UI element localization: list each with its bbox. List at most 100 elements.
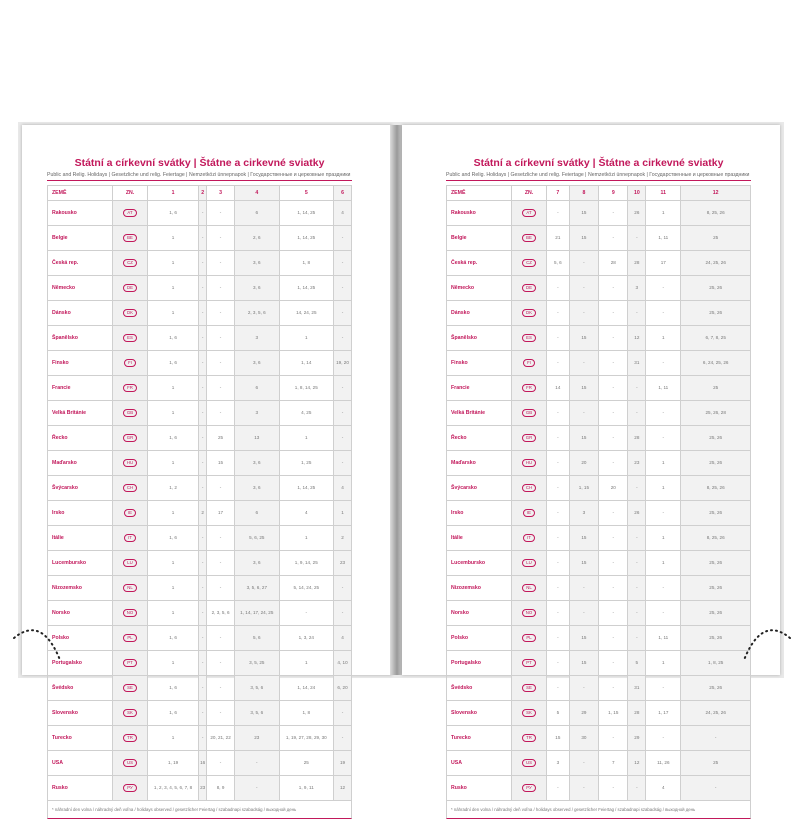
- table-row: Maďarsko HU -20-23 1 25, 26: [446, 450, 751, 476]
- country-name: Lucembursko: [446, 550, 512, 576]
- holiday-cell: 1, 6: [146, 675, 200, 701]
- holiday-cell: -: [333, 700, 352, 726]
- holiday-cell: -: [598, 550, 629, 576]
- holiday-cell: 5, 14, 24, 25: [278, 575, 335, 601]
- holiday-cell: -: [234, 750, 280, 776]
- header-month: 5: [278, 185, 335, 201]
- country-name: Norsko: [446, 600, 512, 626]
- holiday-cell: -: [645, 725, 682, 751]
- holiday-cell: 1, 2: [146, 475, 200, 501]
- holiday-cell: -: [206, 325, 236, 351]
- header-month: 4: [234, 185, 280, 201]
- country-name: Belgie: [47, 225, 113, 251]
- holiday-cell: 13: [234, 425, 280, 451]
- country-name: Španělsko: [446, 325, 512, 351]
- country-code-badge: DE: [123, 284, 137, 292]
- country-code-badge: TR: [522, 734, 536, 742]
- holiday-cell: -: [198, 575, 208, 601]
- holiday-cell: 2, 3, 5, 6: [206, 600, 236, 626]
- holiday-cell: 1, 17: [645, 700, 682, 726]
- holiday-cell: -: [568, 250, 600, 276]
- holiday-cell: -: [627, 375, 647, 401]
- holiday-cell: -: [198, 700, 208, 726]
- holiday-cell: 1, 19, 27, 28, 29, 30: [278, 725, 335, 751]
- holiday-cell: -: [198, 275, 208, 301]
- table-row: Irsko IE -3-26-25, 26: [446, 500, 751, 526]
- decorative-dotted-arc: [743, 629, 791, 661]
- table-row: Švýcarsko CH -1, 15 20-1 8, 25, 26: [446, 475, 751, 501]
- holiday-cell: -: [645, 675, 682, 701]
- holiday-cell: 1, 11: [645, 625, 682, 651]
- holiday-cell: 1, 25: [278, 450, 335, 476]
- holiday-cell: 1, 11: [645, 225, 682, 251]
- holiday-cell: 1: [146, 650, 200, 676]
- holiday-cell: 6, 24, 25, 26: [680, 350, 751, 376]
- table-row: Rusko РУ 1, 2, 3, 4, 5, 6, 7, 8 23 8, 9-1, 9…: [47, 775, 352, 801]
- country-code-badge: GR: [122, 434, 138, 442]
- table-row: Česká rep. CZ 5, 6-28 28 17 24, 25, 26: [446, 250, 751, 276]
- holiday-cell: 3, 5, 25: [234, 650, 280, 676]
- holiday-cell: -: [234, 775, 280, 801]
- holiday-cell: 15: [206, 450, 236, 476]
- country-code-badge: BE: [123, 234, 137, 242]
- country-code-badge: HU: [122, 459, 138, 467]
- country-code-badge: PT: [522, 659, 536, 667]
- holiday-cell: -: [645, 350, 682, 376]
- holiday-cell: 1: [146, 225, 200, 251]
- table-row: Norsko NO 1-2, 3, 5, 6 1, 14, 17, 24, 25- -: [47, 600, 352, 626]
- holiday-cell: 3, 6: [234, 475, 280, 501]
- country-code-badge: AT: [522, 209, 536, 217]
- country-name: Dánsko: [47, 300, 113, 326]
- holiday-cell: -: [198, 725, 208, 751]
- holiday-cell: 15: [568, 650, 600, 676]
- table-row: Finsko FI - - -31-6, 24, 25, 26: [446, 350, 751, 376]
- holiday-cell: 1: [146, 375, 200, 401]
- holiday-cell: -: [206, 400, 236, 426]
- holiday-cell: 2, 3, 5, 6: [234, 300, 280, 326]
- country-code-badge: DK: [123, 309, 137, 317]
- holiday-cell: -: [206, 300, 236, 326]
- country-code-badge: ES: [123, 334, 137, 342]
- holiday-cell: -: [546, 475, 570, 501]
- holiday-cell: 1, 14, 25: [278, 200, 335, 226]
- country-name: Rusko: [446, 775, 512, 801]
- table-row: USA US 3-7 12 11, 26 25: [446, 750, 751, 776]
- holiday-cell: -: [198, 600, 208, 626]
- holiday-cell: 3, 6: [234, 250, 280, 276]
- holiday-cell: 14: [546, 375, 570, 401]
- country-code-badge: DE: [522, 284, 536, 292]
- holiday-cell: -: [598, 500, 629, 526]
- table-row: Rusko РУ - - - -4-: [446, 775, 751, 801]
- holiday-cell: 28: [627, 425, 647, 451]
- country-name: Francie: [446, 375, 512, 401]
- holiday-cell: 1: [278, 425, 335, 451]
- holiday-cell: 23: [234, 725, 280, 751]
- holiday-cell: 2: [198, 500, 208, 526]
- table-row: Řecko GR 1, 6-25 13 1-: [47, 425, 352, 451]
- country-name: Itálie: [446, 525, 512, 551]
- holiday-cell: -: [198, 525, 208, 551]
- holiday-cell: -: [598, 450, 629, 476]
- holiday-cell: 28: [627, 700, 647, 726]
- holiday-cell: 1, 14, 25: [278, 275, 335, 301]
- holiday-cell: -: [206, 350, 236, 376]
- header-country: ZEMĚ: [446, 185, 512, 201]
- holiday-cell: -: [645, 300, 682, 326]
- holiday-cell: 1: [645, 525, 682, 551]
- holiday-cell: -: [546, 775, 570, 801]
- table-row: Švédsko SE 1, 6- -3, 5, 6 1, 14, 24 6, 20: [47, 675, 352, 701]
- holiday-cell: -: [206, 650, 236, 676]
- holiday-cell: 5, 6: [234, 625, 280, 651]
- holiday-cell: -: [198, 250, 208, 276]
- holiday-cell: 1, 15: [598, 700, 629, 726]
- table-row: Nizozemsko NL 1- -3, 5, 6, 27 5, 14, 24, 25-: [47, 575, 352, 601]
- holiday-cell: 28: [627, 250, 647, 276]
- holiday-cell: -: [278, 600, 335, 626]
- holiday-cell: -: [333, 725, 352, 751]
- country-name: Portugalsko: [446, 650, 512, 676]
- holiday-cell: -: [333, 375, 352, 401]
- holiday-cell: -: [198, 225, 208, 251]
- holiday-cell: -: [598, 675, 629, 701]
- holiday-cell: 1, 8: [278, 700, 335, 726]
- holiday-cell: 3: [627, 275, 647, 301]
